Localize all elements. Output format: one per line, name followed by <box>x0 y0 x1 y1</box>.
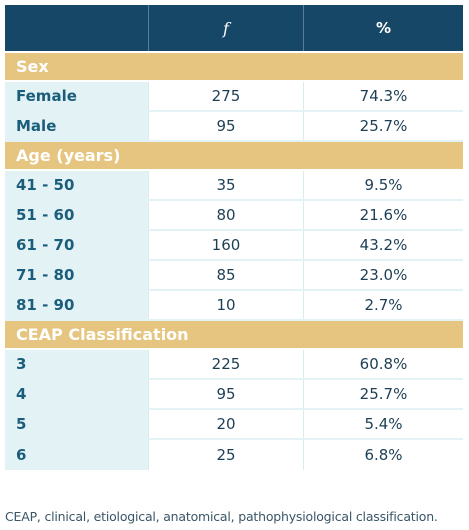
table-row: Female 275 74.3% <box>5 82 463 112</box>
row-frequency: 25 <box>148 440 303 470</box>
row-label: 6 <box>5 440 148 470</box>
row-percent: 6.8% <box>303 440 463 470</box>
table-row: 4 95 25.7% <box>5 380 463 410</box>
table-caption: CEAP, clinical, etiological, anatomical,… <box>5 509 438 524</box>
table-row: 71 - 80 85 23.0% <box>5 261 463 291</box>
demographics-table: f % Sex Female 275 74.3% Male 95 25.7% A… <box>5 5 463 470</box>
section-header-age: Age (years) <box>5 142 463 171</box>
row-frequency: 85 <box>148 261 303 289</box>
row-frequency: 80 <box>148 201 303 229</box>
row-label: 41 - 50 <box>5 171 148 199</box>
row-percent: 5.4% <box>303 410 463 438</box>
header-col-frequency: f <box>148 5 303 51</box>
row-frequency: 95 <box>148 112 303 140</box>
section-title: Sex <box>16 57 49 76</box>
row-percent: 2.7% <box>303 291 463 319</box>
header-col-percent: % <box>303 5 463 51</box>
row-label: 61 - 70 <box>5 231 148 259</box>
row-label: Female <box>5 82 148 110</box>
row-frequency: 10 <box>148 291 303 319</box>
section-title: Age (years) <box>16 146 121 165</box>
section-title: CEAP Classification <box>16 325 189 344</box>
row-label: 81 - 90 <box>5 291 148 319</box>
row-label: 51 - 60 <box>5 201 148 229</box>
row-label: 4 <box>5 380 148 408</box>
row-frequency: 160 <box>148 231 303 259</box>
table-row: 6 25 6.8% <box>5 440 463 470</box>
row-label: 3 <box>5 350 148 378</box>
header-col-label <box>5 5 148 51</box>
table-row: Male 95 25.7% <box>5 112 463 142</box>
row-percent: 25.7% <box>303 112 463 140</box>
table-row: 81 - 90 10 2.7% <box>5 291 463 321</box>
row-percent: 60.8% <box>303 350 463 378</box>
row-label: Male <box>5 112 148 140</box>
table-header: f % <box>5 5 463 53</box>
row-frequency: 225 <box>148 350 303 378</box>
row-frequency: 20 <box>148 410 303 438</box>
row-percent: 21.6% <box>303 201 463 229</box>
section-header-sex: Sex <box>5 53 463 82</box>
row-frequency: 35 <box>148 171 303 199</box>
row-label: 71 - 80 <box>5 261 148 289</box>
table-row: 51 - 60 80 21.6% <box>5 201 463 231</box>
table-row: 3 225 60.8% <box>5 350 463 380</box>
table-row: 41 - 50 35 9.5% <box>5 171 463 201</box>
row-frequency: 275 <box>148 82 303 110</box>
row-label: 5 <box>5 410 148 438</box>
row-percent: 25.7% <box>303 380 463 408</box>
table-row: 5 20 5.4% <box>5 410 463 440</box>
table-row: 61 - 70 160 43.2% <box>5 231 463 261</box>
row-frequency: 95 <box>148 380 303 408</box>
section-header-ceap: CEAP Classification <box>5 321 463 350</box>
row-percent: 9.5% <box>303 171 463 199</box>
row-percent: 23.0% <box>303 261 463 289</box>
row-percent: 74.3% <box>303 82 463 110</box>
row-percent: 43.2% <box>303 231 463 259</box>
